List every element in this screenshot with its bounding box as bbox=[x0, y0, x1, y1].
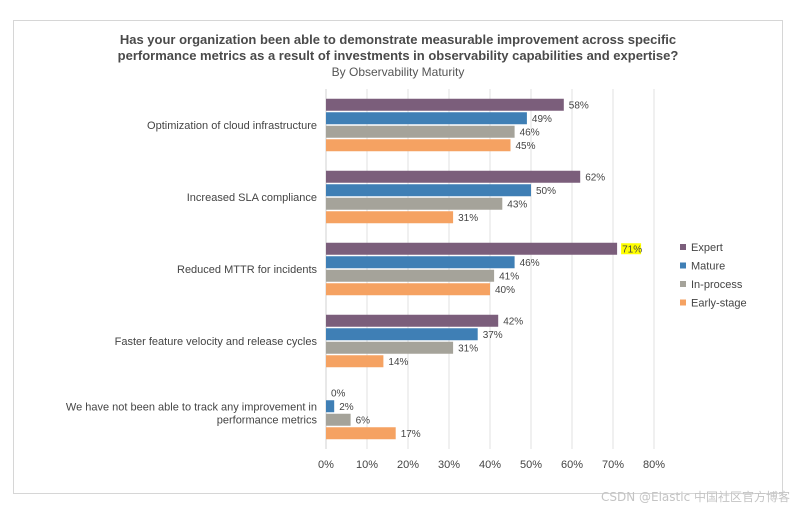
data-label: 50% bbox=[536, 186, 556, 197]
data-label: 2% bbox=[339, 402, 354, 413]
legend-swatch bbox=[680, 281, 686, 287]
chart-subtitle: By Observability Maturity bbox=[332, 65, 465, 79]
data-label-highlight bbox=[621, 243, 642, 255]
x-tick-label: 40% bbox=[479, 459, 501, 471]
data-label: 37% bbox=[483, 330, 503, 341]
bar bbox=[326, 413, 351, 426]
category-label: Increased SLA compliance bbox=[187, 192, 317, 204]
category-label: Faster feature velocity and release cycl… bbox=[115, 336, 318, 348]
data-label: 31% bbox=[458, 213, 478, 224]
x-tick-label: 30% bbox=[438, 459, 460, 471]
bar bbox=[326, 170, 581, 183]
chart-title: Has your organization been able to demon… bbox=[118, 32, 679, 63]
data-label: 0% bbox=[331, 388, 346, 399]
chart-subtitle-text: By Observability Maturity bbox=[332, 65, 465, 79]
data-label: 46% bbox=[520, 127, 540, 138]
bar bbox=[326, 283, 490, 296]
bar bbox=[326, 125, 515, 138]
bar bbox=[326, 112, 527, 125]
bar bbox=[326, 341, 454, 354]
x-tick-label: 20% bbox=[397, 459, 419, 471]
bars: 58%49%46%45%62%50%43%31%71%46%41%40%42%3… bbox=[326, 98, 642, 440]
legend-swatch bbox=[680, 262, 686, 269]
bar bbox=[326, 400, 335, 413]
legend: Expert Mature In-process Early-stage bbox=[680, 242, 747, 310]
chart-title-line: Has your organization been able to demon… bbox=[120, 32, 676, 47]
legend-label: In-process bbox=[691, 279, 743, 291]
data-label: 17% bbox=[401, 429, 421, 440]
bar bbox=[326, 355, 384, 368]
bar bbox=[326, 427, 396, 440]
x-tick-label: 0% bbox=[318, 459, 334, 471]
x-tick-label: 60% bbox=[561, 459, 583, 471]
bar bbox=[326, 211, 454, 224]
data-label: 42% bbox=[503, 316, 523, 327]
bar bbox=[326, 242, 618, 255]
category-labels: Optimization of cloud infrastructure Incr… bbox=[66, 120, 318, 427]
legend-swatch bbox=[680, 244, 686, 250]
data-label: 62% bbox=[585, 172, 605, 183]
legend-swatch bbox=[680, 299, 686, 306]
bar bbox=[326, 197, 503, 210]
data-label: 45% bbox=[516, 141, 536, 152]
category-label: Optimization of cloud infrastructure bbox=[147, 120, 317, 132]
bar-chart: Has your organization been able to demon… bbox=[66, 32, 747, 471]
x-tick-label: 50% bbox=[520, 459, 542, 471]
data-label: 71% bbox=[622, 244, 642, 255]
x-tick-label: 10% bbox=[356, 459, 378, 471]
bar bbox=[326, 314, 499, 327]
category-label: performance metrics bbox=[217, 415, 318, 427]
data-label: 49% bbox=[532, 114, 552, 125]
data-label: 31% bbox=[458, 343, 478, 354]
data-label: 40% bbox=[495, 285, 515, 296]
category-label: Reduced MTTR for incidents bbox=[177, 264, 317, 276]
category-label: We have not been able to track any impro… bbox=[66, 402, 317, 414]
legend-label: Early-stage bbox=[691, 298, 747, 310]
bar bbox=[326, 98, 564, 111]
data-label: 14% bbox=[388, 357, 408, 368]
data-label: 46% bbox=[520, 258, 540, 269]
chart-frame: Has your organization been able to demon… bbox=[13, 20, 783, 494]
data-label: 6% bbox=[356, 415, 371, 426]
x-tick-label: 70% bbox=[602, 459, 624, 471]
bar bbox=[326, 269, 495, 282]
bar bbox=[326, 184, 531, 197]
legend-label: Expert bbox=[691, 242, 723, 254]
chart-title-line: performance metrics as a result of inves… bbox=[118, 48, 679, 63]
watermark-text: CSDN @Elastic 中国社区官方博客 bbox=[600, 490, 790, 504]
data-label: 58% bbox=[569, 100, 589, 111]
data-label: 43% bbox=[507, 199, 527, 210]
x-axis-ticks: 0% 10% 20% 30% 40% 50% 60% 70% 80% bbox=[318, 459, 665, 471]
bar bbox=[326, 256, 515, 269]
data-label: 41% bbox=[499, 271, 519, 282]
x-tick-label: 80% bbox=[643, 459, 665, 471]
legend-label: Mature bbox=[691, 261, 725, 273]
bar bbox=[326, 328, 478, 341]
bar bbox=[326, 139, 511, 152]
